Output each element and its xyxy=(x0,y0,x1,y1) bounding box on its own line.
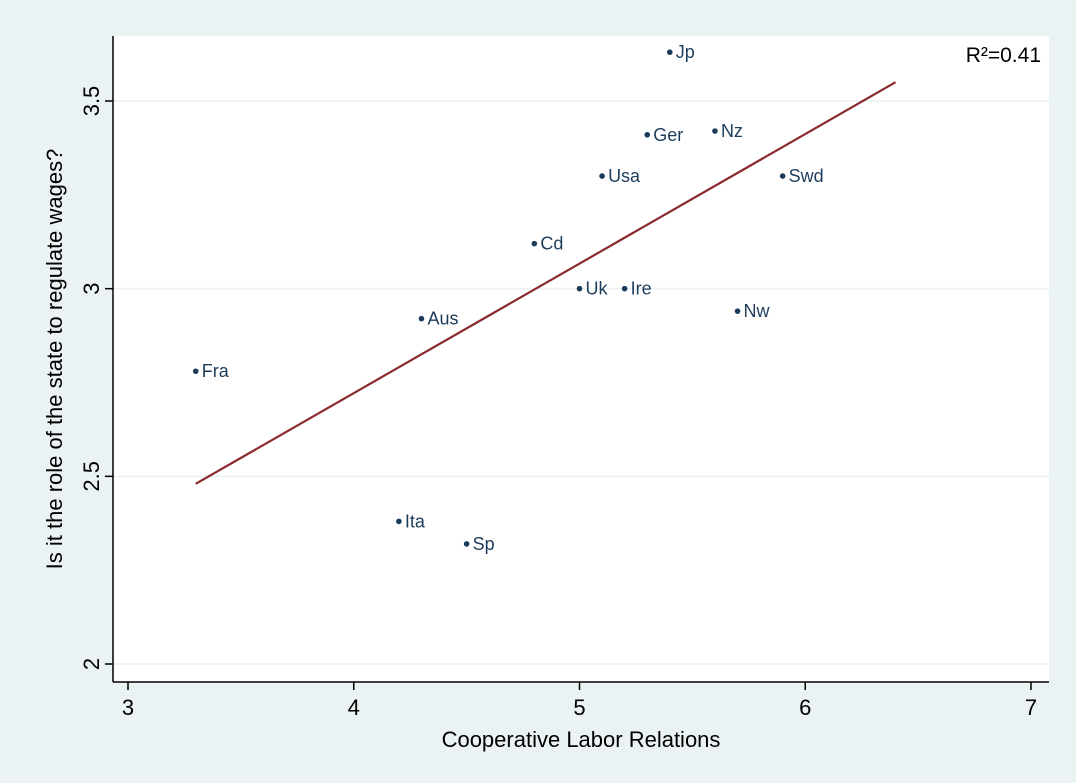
x-tick-label: 6 xyxy=(799,695,811,720)
y-tick-label: 2 xyxy=(79,658,104,670)
x-tick-label: 5 xyxy=(573,695,585,720)
point-label: Ger xyxy=(653,125,683,145)
x-tick-label: 7 xyxy=(1025,695,1037,720)
y-tick-label: 3.5 xyxy=(79,86,104,117)
plot-area xyxy=(113,36,1049,682)
point-label: Fra xyxy=(202,361,230,381)
point-label: Ita xyxy=(405,511,426,531)
data-point xyxy=(644,131,651,138)
point-label: Ire xyxy=(631,279,652,299)
x-tick-label: 4 xyxy=(348,695,360,720)
point-label: Sp xyxy=(473,534,495,554)
r-squared-annotation: R²=0.41 xyxy=(966,44,1041,67)
points: Jp Ger Nz Usa Swd Cd Uk Ire Nw Aus Fra Ita Sp xyxy=(192,42,824,554)
data-point xyxy=(667,49,673,56)
data-point xyxy=(418,315,425,322)
point-label: Aus xyxy=(427,309,458,329)
y-tick-label: 3 xyxy=(79,283,104,295)
data-point xyxy=(599,173,605,179)
point-label: Cd xyxy=(540,234,563,254)
data-point xyxy=(531,240,538,247)
data-point xyxy=(734,308,741,314)
data-point xyxy=(192,368,199,375)
data-point xyxy=(712,128,718,134)
axes: 3 4 5 6 7 2 2.5 3 3.5 xyxy=(79,36,1049,720)
point-label: Jp xyxy=(676,42,695,62)
y-tick-label: 2.5 xyxy=(79,461,104,492)
point-label: Nw xyxy=(744,301,771,321)
data-point xyxy=(463,541,470,547)
x-tick-label: 3 xyxy=(122,695,134,720)
point-label: Swd xyxy=(789,166,824,186)
x-axis-title: Cooperative Labor Relations xyxy=(442,727,721,752)
fit-line xyxy=(195,81,897,485)
data-point xyxy=(396,518,402,525)
data-point xyxy=(576,285,583,292)
fit-line-layer xyxy=(195,81,897,485)
y-axis-title: Is it the role of the state to regulate … xyxy=(42,149,67,570)
point-label: Uk xyxy=(586,279,609,299)
data-point xyxy=(621,285,628,292)
point-label: Usa xyxy=(608,166,641,186)
data-point xyxy=(779,173,786,179)
point-label: Nz xyxy=(721,121,743,141)
